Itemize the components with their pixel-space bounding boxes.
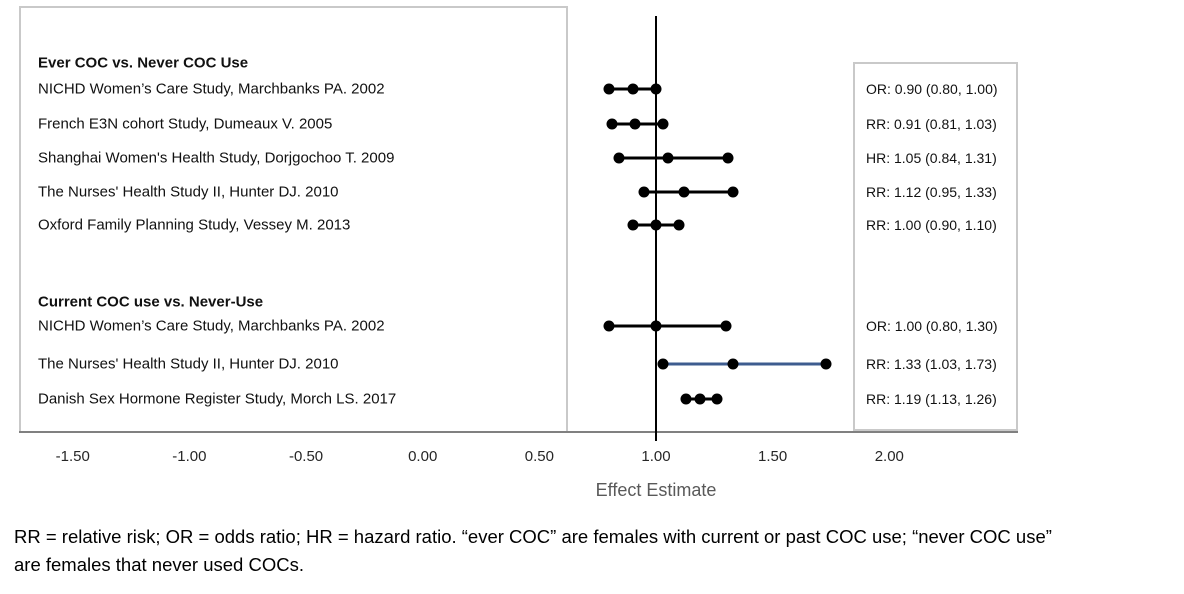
- estimate-label: RR: 1.33 (1.03, 1.73): [866, 356, 997, 372]
- study-label: Danish Sex Hormone Register Study, Morch…: [38, 390, 397, 408]
- estimate-label: HR: 1.05 (0.84, 1.31): [866, 150, 997, 166]
- study-labels-panel: [19, 6, 568, 433]
- x-tick-label: 1.00: [641, 448, 671, 465]
- footnote-line: are females that never used COCs.: [14, 554, 304, 575]
- x-tick-label: 0.00: [408, 448, 438, 465]
- ci-low-dot: [638, 186, 650, 198]
- ci-low-dot: [627, 219, 639, 231]
- ci-low-dot: [603, 83, 615, 95]
- estimate-dot: [650, 219, 662, 231]
- ci-low-dot: [606, 118, 618, 130]
- x-tick-label: -0.50: [288, 448, 324, 465]
- x-tick-label: 0.50: [524, 448, 554, 465]
- ci-high-dot: [673, 219, 685, 231]
- estimate-label: RR: 1.19 (1.13, 1.26): [866, 391, 997, 407]
- x-tick-label: -1.00: [172, 448, 207, 465]
- ci-high-dot: [711, 393, 723, 405]
- study-label: NICHD Women’s Care Study, Marchbanks PA.…: [38, 317, 385, 335]
- ci-interval-line: [609, 324, 726, 328]
- estimates-panel: [853, 62, 1018, 431]
- estimate-dot: [629, 118, 641, 130]
- estimate-label: RR: 1.00 (0.90, 1.10): [866, 217, 997, 233]
- study-label: Oxford Family Planning Study, Vessey M. …: [38, 216, 351, 234]
- estimate-dot: [694, 393, 706, 405]
- footnote-line: RR = relative risk; OR = odds ratio; HR …: [14, 526, 1052, 547]
- x-tick-label: -1.50: [55, 448, 90, 465]
- estimate-label: OR: 0.90 (0.80, 1.00): [866, 81, 998, 97]
- ci-high-dot: [727, 186, 739, 198]
- ci-high-dot: [650, 83, 662, 95]
- study-label: The Nurses' Health Study II, Hunter DJ. …: [38, 183, 339, 201]
- estimate-label: RR: 1.12 (0.95, 1.33): [866, 184, 997, 200]
- ci-interval-line: [618, 156, 729, 160]
- footnote: RR = relative risk; OR = odds ratio; HR …: [14, 523, 1052, 579]
- x-tick-label: 2.00: [874, 448, 904, 465]
- study-label: The Nurses' Health Study II, Hunter DJ. …: [38, 355, 339, 373]
- ci-low-dot: [680, 393, 692, 405]
- study-label: French E3N cohort Study, Dumeaux V. 2005: [38, 115, 333, 133]
- ci-low-dot: [603, 320, 615, 332]
- estimate-dot: [662, 152, 674, 164]
- study-label: Shanghai Women's Health Study, Dorjgocho…: [38, 149, 395, 167]
- group-header: Ever COC vs. Never COC Use: [38, 54, 249, 72]
- estimate-label: RR: 0.91 (0.81, 1.03): [866, 116, 997, 132]
- ci-high-dot: [722, 152, 734, 164]
- group-header: Current COC use vs. Never-Use: [38, 293, 264, 311]
- ci-low-dot: [657, 358, 669, 370]
- ci-interval-line: [662, 362, 827, 366]
- x-axis-title: Effect Estimate: [595, 480, 717, 500]
- study-label: NICHD Women’s Care Study, Marchbanks PA.…: [38, 80, 385, 98]
- estimate-label: OR: 1.00 (0.80, 1.30): [866, 318, 998, 334]
- x-tick-label: 1.50: [758, 448, 788, 465]
- estimate-dot: [727, 358, 739, 370]
- ci-high-dot: [720, 320, 732, 332]
- ci-high-dot: [820, 358, 832, 370]
- x-axis-line: [19, 431, 1018, 433]
- estimate-dot: [678, 186, 690, 198]
- ci-low-dot: [613, 152, 625, 164]
- estimate-dot: [650, 320, 662, 332]
- ci-high-dot: [657, 118, 669, 130]
- estimate-dot: [627, 83, 639, 95]
